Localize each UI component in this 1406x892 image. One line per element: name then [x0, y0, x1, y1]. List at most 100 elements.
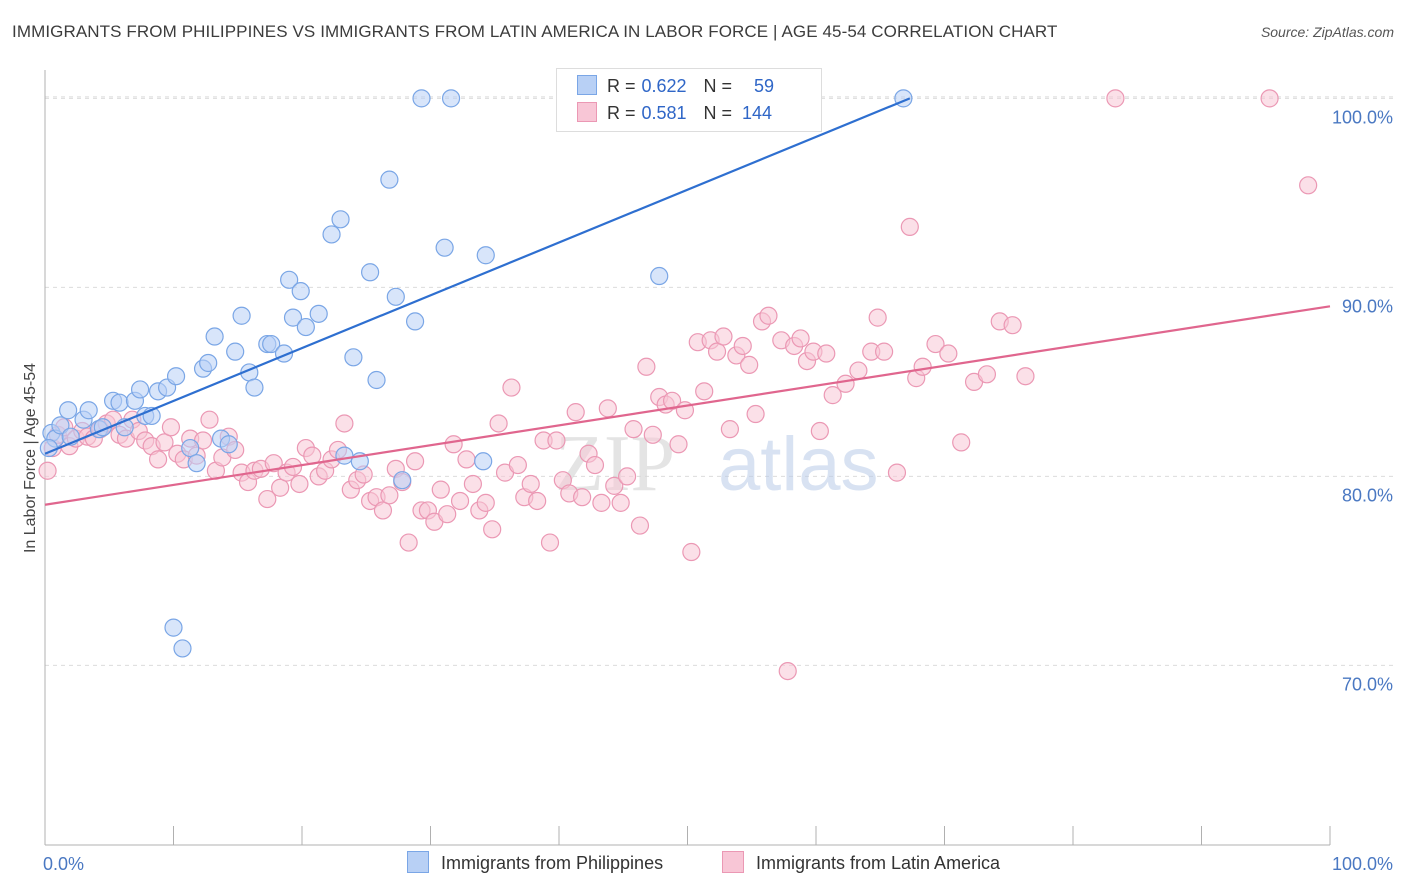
- latin-america-point: [540, 533, 560, 552]
- philippines-point: [367, 370, 386, 390]
- latin-america-point: [669, 435, 688, 454]
- latin-america-point: [592, 493, 611, 512]
- latin-america-point: [373, 501, 393, 520]
- y-tick-label-70: 70.0%: [1342, 674, 1393, 694]
- watermark-atlas: atlas: [718, 422, 879, 507]
- philippines-point: [474, 452, 493, 471]
- latin-america-point: [1260, 89, 1279, 108]
- latin-america-point: [1299, 176, 1318, 195]
- philippines-point: [476, 246, 495, 265]
- latin-america-point: [720, 420, 740, 439]
- y-tick-label-90: 90.0%: [1342, 296, 1393, 316]
- latin-america-point: [290, 474, 309, 494]
- latin-america-point: [508, 455, 527, 475]
- bottom-legend-label: Immigrants from Latin America: [756, 853, 1001, 873]
- philippines-point: [291, 282, 310, 301]
- philippines-point: [232, 306, 251, 325]
- philippines-point: [226, 342, 245, 361]
- philippines-point: [51, 416, 70, 435]
- latin-america-point: [1106, 89, 1125, 108]
- legend-n-value: 59: [754, 76, 775, 96]
- bottom-legend-swatch-blue: [407, 851, 429, 873]
- legend-n-label: N =: [703, 76, 733, 96]
- philippines-point: [219, 435, 238, 454]
- latin-america-point: [380, 486, 399, 505]
- latin-america-point: [733, 336, 752, 356]
- latin-america-point: [926, 334, 945, 354]
- latin-america-point: [547, 431, 566, 450]
- latin-america-points: [38, 89, 1318, 681]
- latin-america-point: [463, 474, 483, 494]
- latin-america-point: [598, 399, 617, 418]
- philippines-point: [309, 304, 328, 323]
- y-axis-label: In Labor Force | Age 45-54: [22, 363, 39, 553]
- latin-america-point: [258, 489, 277, 509]
- latin-america-point: [335, 414, 354, 433]
- latin-america-point: [431, 480, 450, 499]
- philippines-point: [164, 618, 183, 637]
- bottom-legend-swatch-pink: [722, 851, 744, 873]
- y-tick-label-100: 100.0%: [1332, 107, 1393, 127]
- correlation-legend: R = 0.622 N = 59 R = 0.581 N = 144: [556, 68, 822, 132]
- philippines-point: [39, 438, 58, 458]
- latin-america-point: [952, 433, 971, 452]
- latin-america-point: [457, 450, 476, 469]
- latin-america-point: [875, 342, 894, 361]
- trend-lines: [44, 97, 1331, 506]
- philippines-point: [110, 393, 129, 412]
- latin-america-point: [624, 420, 643, 439]
- philippines-point: [173, 639, 192, 658]
- latin-america-point: [573, 488, 592, 507]
- latin-america-point: [155, 433, 174, 452]
- philippines-point: [405, 312, 425, 331]
- philippines-point: [380, 170, 399, 189]
- philippines-trend-line: [44, 97, 911, 455]
- latin-america-point: [913, 357, 932, 376]
- latin-america-point: [38, 461, 57, 480]
- legend-r-value: 0.581: [641, 103, 687, 123]
- latin-america-point: [682, 542, 701, 562]
- philippines-points: [39, 89, 913, 658]
- philippines-point: [386, 287, 405, 306]
- latin-america-point: [662, 391, 682, 410]
- latin-america-point: [714, 327, 733, 346]
- legend-r-label: R =: [607, 76, 636, 96]
- philippines-point: [199, 353, 218, 373]
- latin-america-point: [643, 425, 662, 444]
- bottom-legend-latin-america: Immigrants from Latin America: [722, 851, 1000, 874]
- legend-row-philippines: R = 0.622 N = 59: [577, 75, 774, 101]
- latin-america-point: [438, 505, 457, 524]
- latin-america-point: [148, 450, 168, 469]
- latin-america-point: [405, 452, 425, 471]
- latin-america-point: [778, 661, 797, 681]
- latin-america-point: [399, 533, 418, 552]
- latin-america-point: [618, 467, 637, 486]
- latin-america-point: [630, 516, 650, 535]
- y-tick-labels: 70.0% 80.0% 90.0% 100.0%: [1332, 107, 1393, 694]
- latin-america-point: [476, 493, 495, 512]
- latin-america-point: [868, 308, 887, 327]
- philippines-point: [435, 238, 454, 257]
- latin-america-point: [746, 404, 765, 424]
- y-tick-label-80: 80.0%: [1342, 485, 1393, 505]
- latin-america-point: [759, 306, 778, 325]
- philippines-point: [181, 438, 200, 458]
- latin-america-point: [977, 365, 997, 384]
- philippines-point: [59, 401, 78, 420]
- legend-r-value: 0.622: [641, 76, 687, 96]
- philippines-point: [187, 454, 206, 473]
- philippines-point: [322, 225, 341, 244]
- latin-america-point: [1003, 316, 1022, 335]
- philippines-point: [245, 378, 264, 397]
- latin-america-point: [444, 435, 463, 454]
- latin-america-point: [264, 454, 283, 473]
- legend-n-label: N =: [703, 103, 733, 123]
- legend-swatch-pink: [577, 102, 597, 122]
- philippines-point: [344, 348, 363, 367]
- bottom-legend-label: Immigrants from Philippines: [441, 853, 664, 873]
- latin-america-point: [528, 491, 547, 511]
- latin-america-point: [483, 520, 502, 539]
- philippines-point: [166, 367, 186, 386]
- philippines-point: [335, 446, 354, 465]
